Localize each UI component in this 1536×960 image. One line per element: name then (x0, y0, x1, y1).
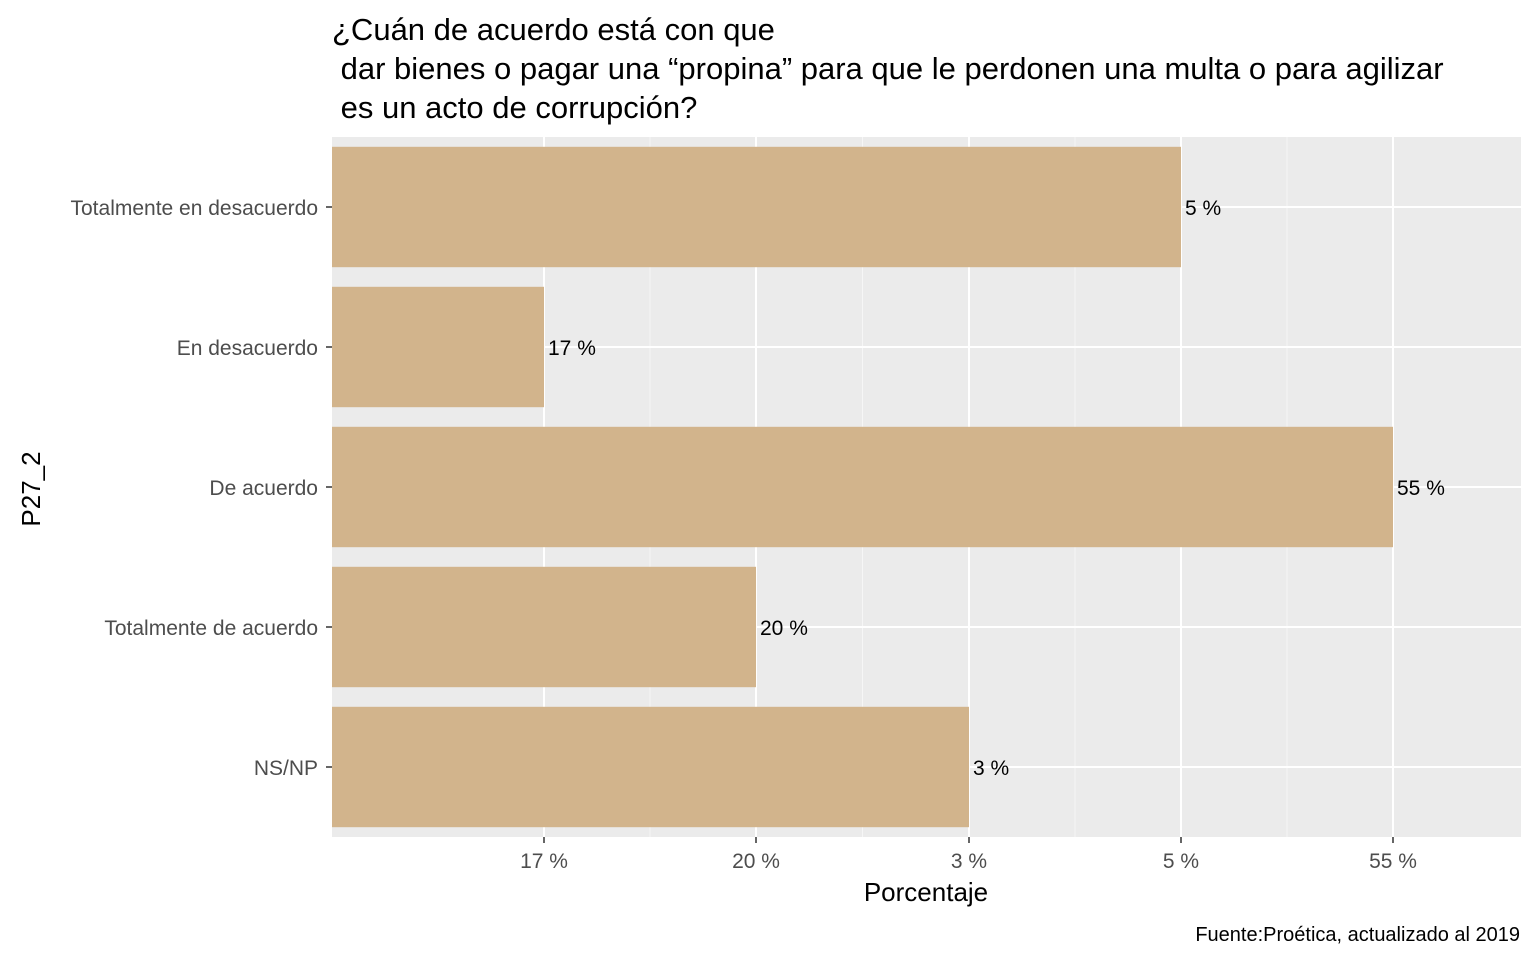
y-tick-label: NS/NP (254, 757, 318, 780)
y-axis: Totalmente en desacuerdo En desacuerdo De … (71, 197, 332, 780)
caption: Fuente:Proética, actualizado al 2019 (1195, 924, 1520, 946)
data-label: 20 % (760, 617, 808, 640)
bars (332, 146, 1393, 828)
x-tick-label: 5 % (1163, 850, 1199, 873)
x-tick-label: 3 % (951, 850, 987, 873)
x-tick-label: 17 % (520, 850, 568, 873)
x-axis-title: Porcentaje (864, 877, 988, 907)
bar (332, 286, 544, 408)
data-label: 17 % (548, 337, 596, 360)
x-tick-label: 55 % (1369, 850, 1417, 873)
y-axis-title: P27_2 (16, 451, 46, 526)
bar (332, 426, 1393, 548)
data-label: 55 % (1397, 477, 1445, 500)
x-axis: 17 % 20 % 3 % 5 % 55 % (520, 837, 1417, 873)
x-tick-label: 20 % (732, 850, 780, 873)
y-tick-label: Totalmente de acuerdo (104, 617, 318, 640)
bar (332, 146, 1181, 268)
chart-title: ¿Cuán de acuerdo está con que dar bienes… (332, 12, 1444, 125)
y-tick-label: Totalmente en desacuerdo (71, 197, 319, 220)
data-label: 3 % (973, 757, 1009, 780)
y-tick-label: En desacuerdo (177, 337, 318, 360)
data-labels: 5 % 17 % 55 % 20 % 3 % (548, 197, 1445, 780)
bar (332, 706, 969, 828)
bar (332, 566, 756, 688)
y-tick-label: De acuerdo (209, 477, 318, 500)
data-label: 5 % (1185, 197, 1221, 220)
